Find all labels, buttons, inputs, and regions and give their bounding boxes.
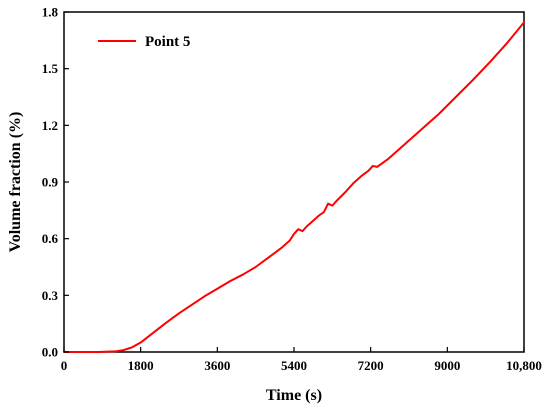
- series-line-1: [63, 21, 525, 353]
- x-tick-label: 0: [61, 358, 68, 373]
- y-axis-title: Volume fraction (%): [7, 112, 24, 253]
- y-tick-label: 0.6: [42, 231, 59, 246]
- plot-frame: [63, 11, 525, 353]
- y-tick-label: 1.5: [42, 61, 59, 76]
- x-tick-label: 10,800: [506, 358, 542, 373]
- x-axis-title: Time (s): [266, 387, 322, 404]
- y-tick-label: 1.2: [42, 118, 58, 133]
- y-tick-label: 0.3: [42, 288, 59, 303]
- x-tick-label: 7200: [358, 358, 384, 373]
- x-tick-label: 1800: [128, 358, 154, 373]
- y-tick-label: 0.0: [42, 345, 58, 360]
- x-tick-label: 9000: [434, 358, 460, 373]
- legend-label: Point 5: [145, 34, 190, 50]
- y-tick-label: 1.8: [42, 5, 59, 20]
- y-tick-label: 0.9: [42, 175, 59, 190]
- x-tick-label: 3600: [204, 358, 230, 373]
- x-tick-label: 5400: [281, 358, 307, 373]
